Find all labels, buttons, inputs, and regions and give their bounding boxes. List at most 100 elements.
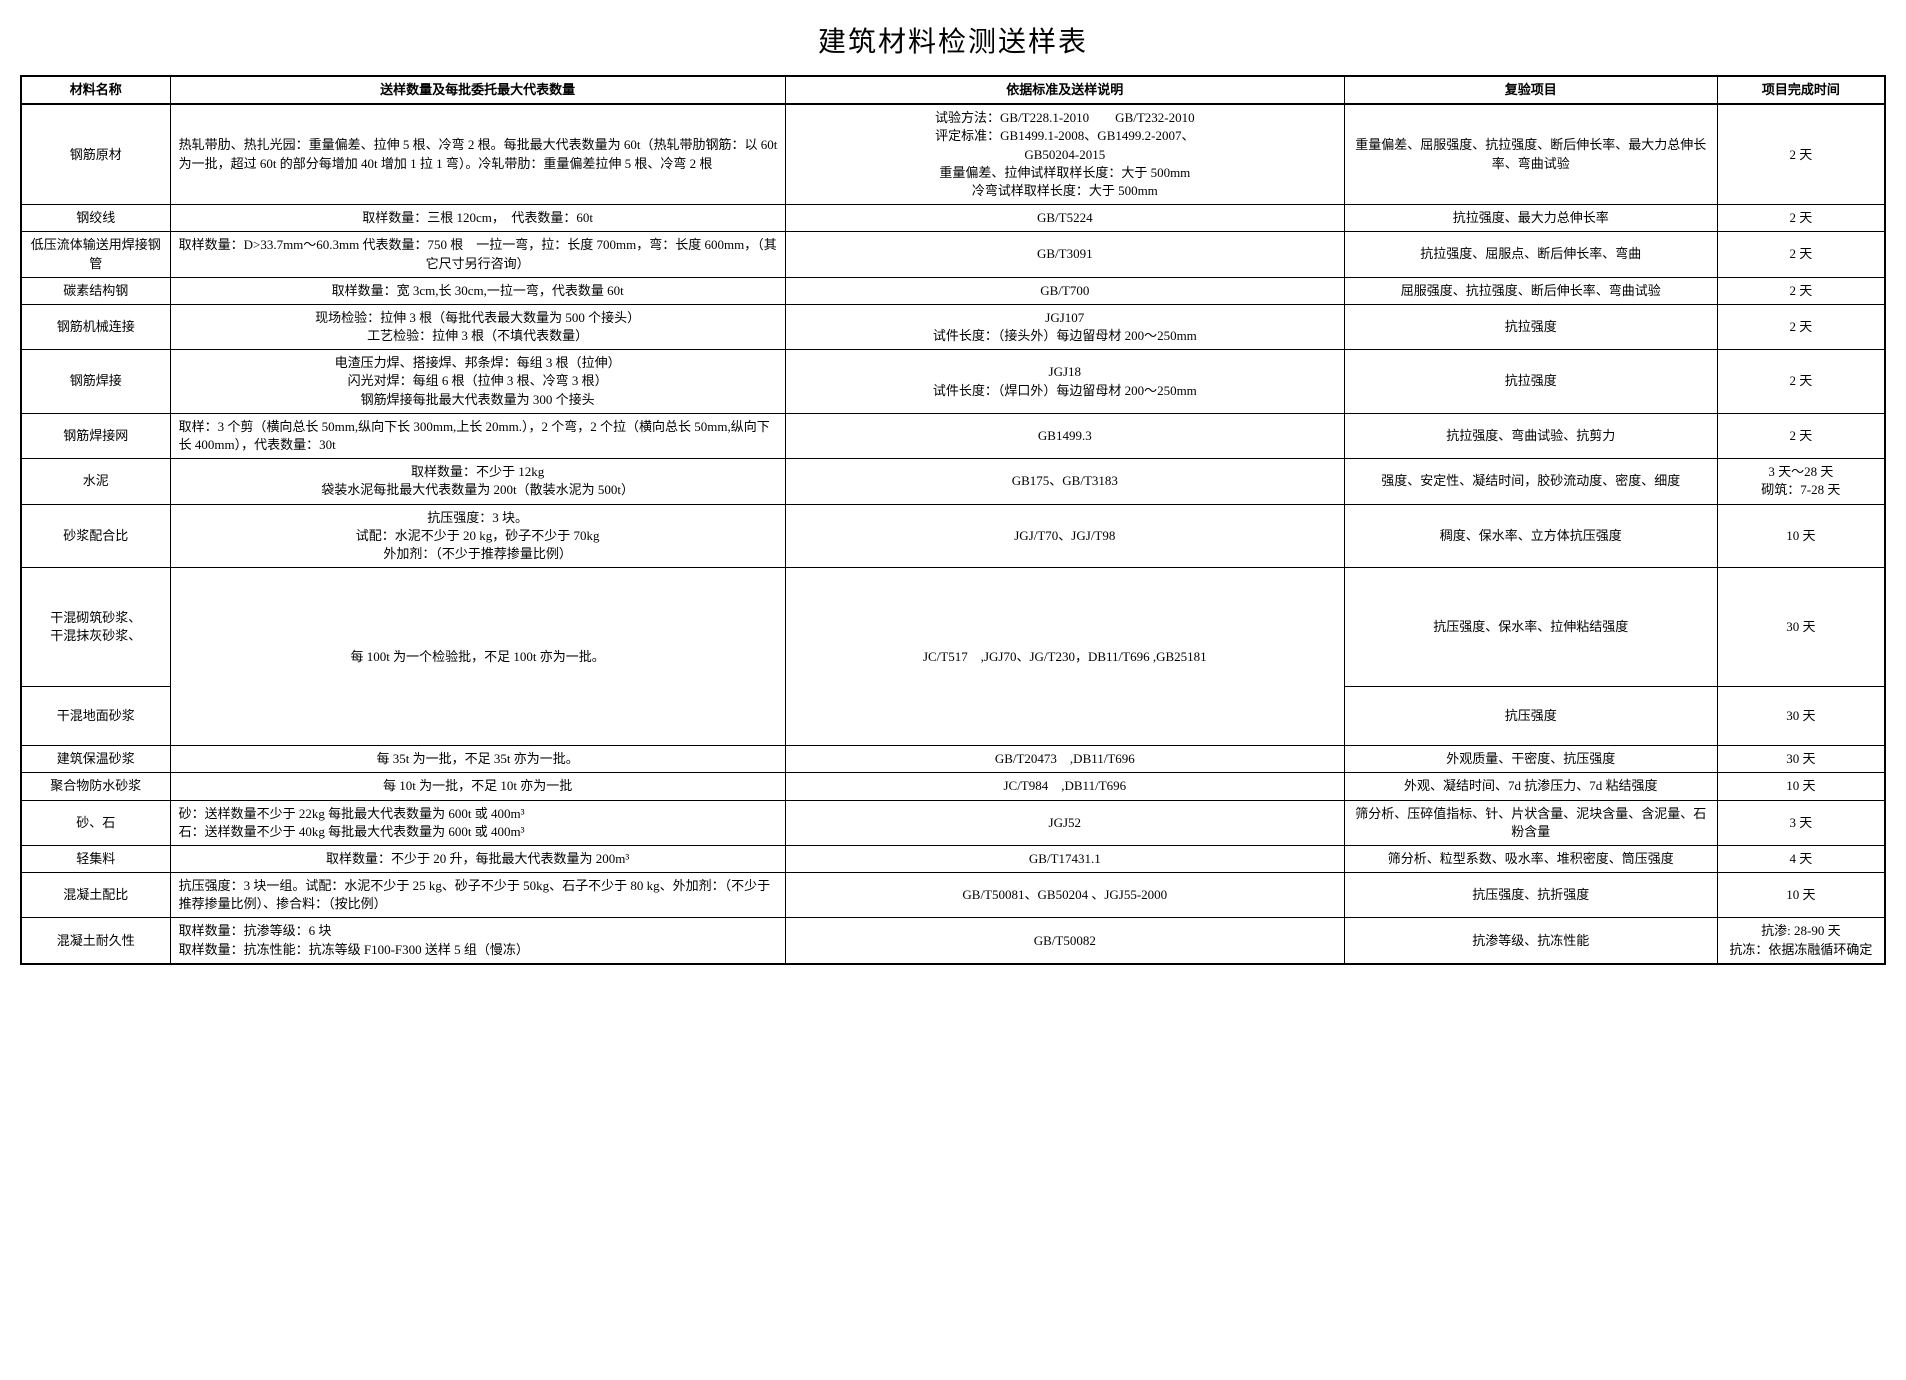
cell-time: 抗渗: 28-90 天抗冻：依据冻融循环确定 <box>1717 918 1885 964</box>
cell-std: GB1499.3 <box>785 413 1344 458</box>
table-row: 钢筋焊接电渣压力焊、搭接焊、邦条焊：每组 3 根（拉伸）闪光对焊：每组 6 根（… <box>21 350 1885 414</box>
cell-qty: 取样数量：抗渗等级：6 块取样数量：抗冻性能：抗冻等级 F100-F300 送样… <box>170 918 785 964</box>
page-title: 建筑材料检测送样表 <box>20 20 1886 60</box>
table-row: 建筑保温砂浆每 35t 为一批，不足 35t 亦为一批。GB/T20473 ,D… <box>21 746 1885 773</box>
table-row: 干混砌筑砂浆、干混抹灰砂浆、每 100t 为一个检验批，不足 100t 亦为一批… <box>21 568 1885 687</box>
cell-std: JC/T517 ,JGJ70、JG/T230，DB11/T696 ,GB2518… <box>785 568 1344 746</box>
cell-std: GB/T50082 <box>785 918 1344 964</box>
cell-name: 混凝土配比 <box>21 873 170 918</box>
cell-time: 10 天 <box>1717 504 1885 568</box>
cell-std: GB/T3091 <box>785 232 1344 277</box>
cell-time: 30 天 <box>1717 746 1885 773</box>
cell-qty: 取样数量：宽 3cm,长 30cm,一拉一弯，代表数量 60t <box>170 277 785 304</box>
cell-retest: 重量偏差、屈服强度、抗拉强度、断后伸长率、最大力总伸长率、弯曲试验 <box>1344 104 1717 204</box>
cell-retest: 抗拉强度、屈服点、断后伸长率、弯曲 <box>1344 232 1717 277</box>
cell-retest: 抗压强度 <box>1344 687 1717 746</box>
cell-retest: 外观质量、干密度、抗压强度 <box>1344 746 1717 773</box>
cell-retest: 筛分析、压碎值指标、针、片状含量、泥块含量、含泥量、石粉含量 <box>1344 800 1717 845</box>
cell-std: JGJ107试件长度：（接头外）每边留母材 200～250mm <box>785 304 1344 349</box>
cell-time: 4 天 <box>1717 845 1885 872</box>
cell-retest: 屈服强度、抗拉强度、断后伸长率、弯曲试验 <box>1344 277 1717 304</box>
cell-name: 钢筋原材 <box>21 104 170 204</box>
table-row: 低压流体输送用焊接钢管取样数量：D>33.7mm～60.3mm 代表数量：750… <box>21 232 1885 277</box>
cell-retest: 筛分析、粒型系数、吸水率、堆积密度、筒压强度 <box>1344 845 1717 872</box>
cell-qty: 每 35t 为一批，不足 35t 亦为一批。 <box>170 746 785 773</box>
cell-retest: 强度、安定性、凝结时间，胶砂流动度、密度、细度 <box>1344 459 1717 504</box>
cell-std: GB175、GB/T3183 <box>785 459 1344 504</box>
cell-time: 3 天 <box>1717 800 1885 845</box>
cell-name: 钢绞线 <box>21 205 170 232</box>
cell-name: 低压流体输送用焊接钢管 <box>21 232 170 277</box>
table-row: 碳素结构钢取样数量：宽 3cm,长 30cm,一拉一弯，代表数量 60tGB/T… <box>21 277 1885 304</box>
cell-retest: 稠度、保水率、立方体抗压强度 <box>1344 504 1717 568</box>
cell-time: 30 天 <box>1717 568 1885 687</box>
cell-qty: 取样数量：不少于 20 升，每批最大代表数量为 200m³ <box>170 845 785 872</box>
cell-time: 2 天 <box>1717 205 1885 232</box>
cell-std: GB/T20473 ,DB11/T696 <box>785 746 1344 773</box>
cell-name: 干混砌筑砂浆、干混抹灰砂浆、 <box>21 568 170 687</box>
header-name: 材料名称 <box>21 76 170 104</box>
cell-retest: 抗拉强度、最大力总伸长率 <box>1344 205 1717 232</box>
table-row: 混凝土耐久性取样数量：抗渗等级：6 块取样数量：抗冻性能：抗冻等级 F100-F… <box>21 918 1885 964</box>
cell-retest: 抗压强度、抗折强度 <box>1344 873 1717 918</box>
cell-std: GB/T50081、GB50204 、JGJ55-2000 <box>785 873 1344 918</box>
cell-name: 轻集料 <box>21 845 170 872</box>
cell-name: 水泥 <box>21 459 170 504</box>
cell-name: 钢筋焊接 <box>21 350 170 414</box>
cell-std: JGJ/T70、JGJ/T98 <box>785 504 1344 568</box>
header-std: 依据标准及送样说明 <box>785 76 1344 104</box>
header-retest: 复验项目 <box>1344 76 1717 104</box>
table-row: 钢筋机械连接现场检验：拉伸 3 根（每批代表最大数量为 500 个接头）工艺检验… <box>21 304 1885 349</box>
cell-qty: 取样数量：三根 120cm， 代表数量：60t <box>170 205 785 232</box>
cell-qty: 抗压强度：3 块一组。试配：水泥不少于 25 kg、砂子不少于 50kg、石子不… <box>170 873 785 918</box>
materials-table: 材料名称 送样数量及每批委托最大代表数量 依据标准及送样说明 复验项目 项目完成… <box>20 75 1886 965</box>
cell-std: GB/T17431.1 <box>785 845 1344 872</box>
cell-std: JC/T984 ,DB11/T696 <box>785 773 1344 800</box>
cell-time: 2 天 <box>1717 232 1885 277</box>
cell-name: 钢筋焊接网 <box>21 413 170 458</box>
cell-time: 10 天 <box>1717 773 1885 800</box>
table-row: 混凝土配比抗压强度：3 块一组。试配：水泥不少于 25 kg、砂子不少于 50k… <box>21 873 1885 918</box>
cell-name: 干混地面砂浆 <box>21 687 170 746</box>
header-qty: 送样数量及每批委托最大代表数量 <box>170 76 785 104</box>
cell-std: JGJ52 <box>785 800 1344 845</box>
cell-name: 混凝土耐久性 <box>21 918 170 964</box>
cell-time: 2 天 <box>1717 104 1885 204</box>
cell-std: JGJ18试件长度：（焊口外）每边留母材 200～250mm <box>785 350 1344 414</box>
cell-name: 砂浆配合比 <box>21 504 170 568</box>
table-row: 水泥取样数量：不少于 12kg袋装水泥每批最大代表数量为 200t（散装水泥为 … <box>21 459 1885 504</box>
table-row: 轻集料取样数量：不少于 20 升，每批最大代表数量为 200m³GB/T1743… <box>21 845 1885 872</box>
cell-name: 聚合物防水砂浆 <box>21 773 170 800</box>
cell-qty: 每 10t 为一批，不足 10t 亦为一批 <box>170 773 785 800</box>
cell-name: 钢筋机械连接 <box>21 304 170 349</box>
cell-retest: 抗拉强度 <box>1344 304 1717 349</box>
cell-qty: 取样数量：不少于 12kg袋装水泥每批最大代表数量为 200t（散装水泥为 50… <box>170 459 785 504</box>
cell-retest: 抗压强度、保水率、拉伸粘结强度 <box>1344 568 1717 687</box>
table-header-row: 材料名称 送样数量及每批委托最大代表数量 依据标准及送样说明 复验项目 项目完成… <box>21 76 1885 104</box>
header-time: 项目完成时间 <box>1717 76 1885 104</box>
cell-time: 30 天 <box>1717 687 1885 746</box>
cell-qty: 抗压强度：3 块。试配：水泥不少于 20 kg，砂子不少于 70kg外加剂：（不… <box>170 504 785 568</box>
table-row: 钢绞线取样数量：三根 120cm， 代表数量：60tGB/T5224抗拉强度、最… <box>21 205 1885 232</box>
cell-std: 试验方法：GB/T228.1-2010 GB/T232-2010评定标准：GB1… <box>785 104 1344 204</box>
cell-name: 碳素结构钢 <box>21 277 170 304</box>
cell-time: 2 天 <box>1717 277 1885 304</box>
cell-qty: 砂：送样数量不少于 22kg 每批最大代表数量为 600t 或 400m³石：送… <box>170 800 785 845</box>
cell-qty: 电渣压力焊、搭接焊、邦条焊：每组 3 根（拉伸）闪光对焊：每组 6 根（拉伸 3… <box>170 350 785 414</box>
cell-qty: 每 100t 为一个检验批，不足 100t 亦为一批。 <box>170 568 785 746</box>
cell-name: 砂、石 <box>21 800 170 845</box>
cell-qty: 取样：3 个剪（横向总长 50mm,纵向下长 300mm,上长 20mm.），2… <box>170 413 785 458</box>
table-row: 砂、石砂：送样数量不少于 22kg 每批最大代表数量为 600t 或 400m³… <box>21 800 1885 845</box>
cell-time: 2 天 <box>1717 304 1885 349</box>
cell-std: GB/T700 <box>785 277 1344 304</box>
table-row: 砂浆配合比抗压强度：3 块。试配：水泥不少于 20 kg，砂子不少于 70kg外… <box>21 504 1885 568</box>
cell-time: 2 天 <box>1717 350 1885 414</box>
table-row: 聚合物防水砂浆每 10t 为一批，不足 10t 亦为一批JC/T984 ,DB1… <box>21 773 1885 800</box>
cell-qty: 现场检验：拉伸 3 根（每批代表最大数量为 500 个接头）工艺检验：拉伸 3 … <box>170 304 785 349</box>
cell-time: 2 天 <box>1717 413 1885 458</box>
cell-time: 10 天 <box>1717 873 1885 918</box>
cell-qty: 取样数量：D>33.7mm～60.3mm 代表数量：750 根 一拉一弯，拉：长… <box>170 232 785 277</box>
table-row: 钢筋原材热轧带肋、热扎光园：重量偏差、拉伸 5 根、冷弯 2 根。每批最大代表数… <box>21 104 1885 204</box>
cell-std: GB/T5224 <box>785 205 1344 232</box>
cell-name: 建筑保温砂浆 <box>21 746 170 773</box>
